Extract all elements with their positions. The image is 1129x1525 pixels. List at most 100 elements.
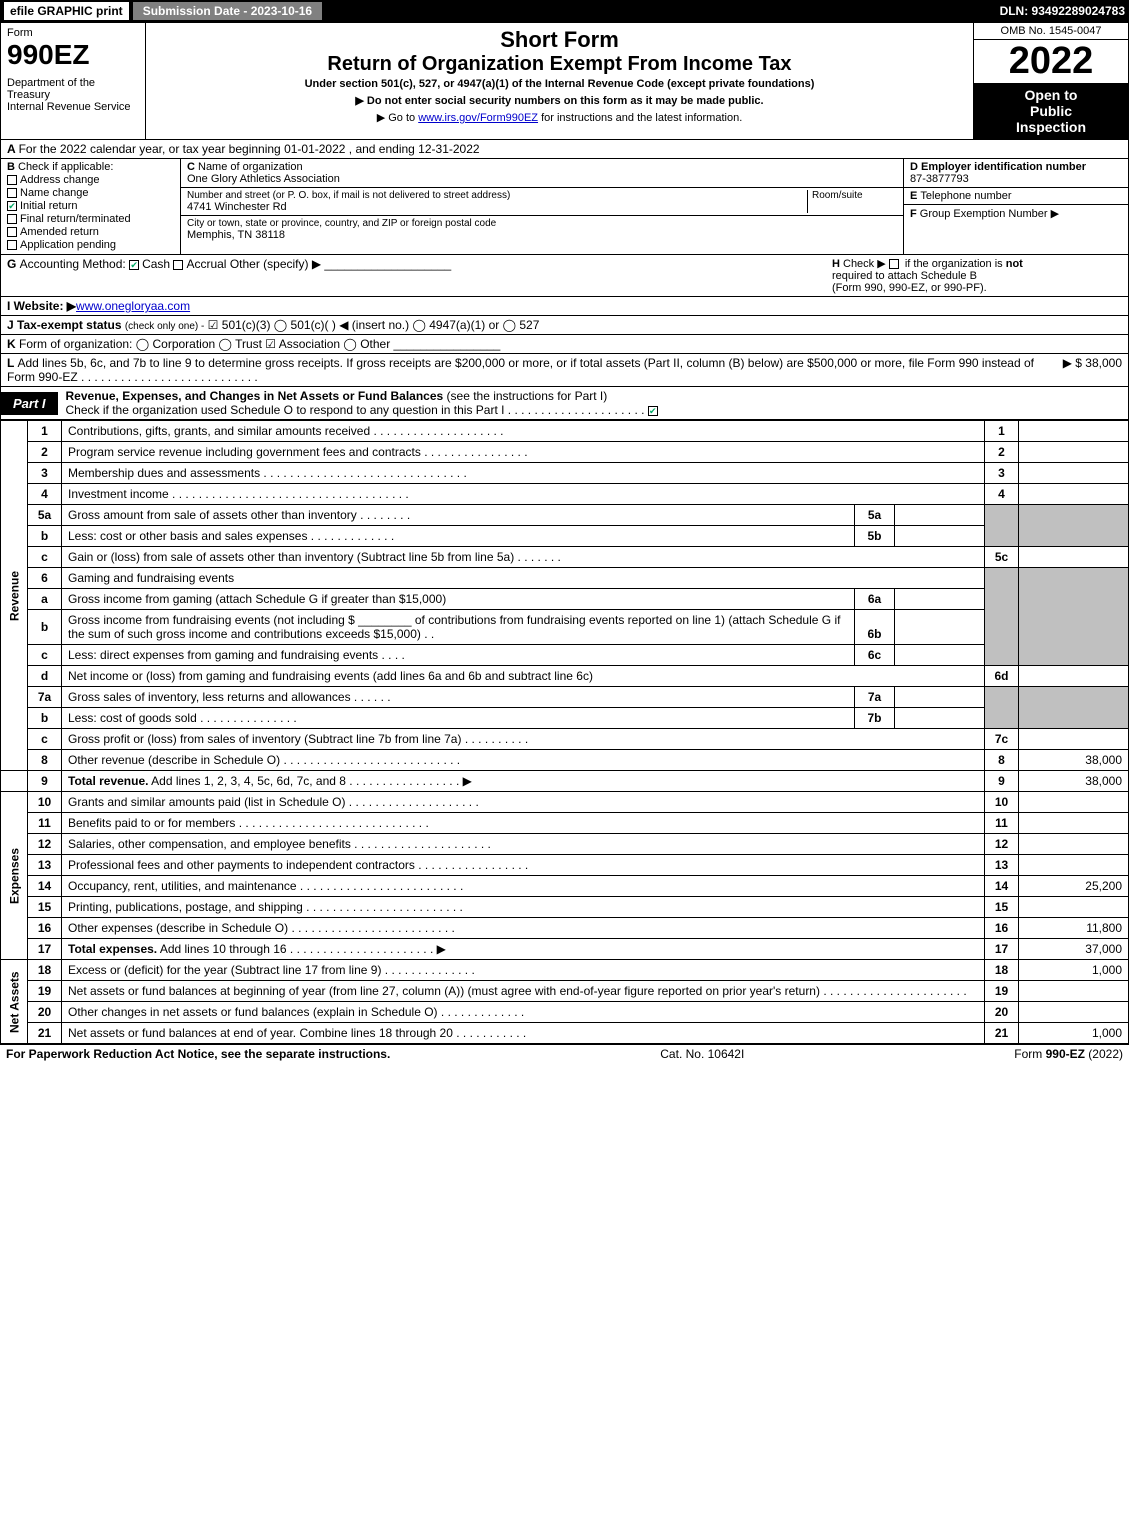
street-address: 4741 Winchester Rd — [187, 201, 807, 213]
line-8-box: 8 — [985, 750, 1019, 771]
footer-center: Cat. No. 10642I — [660, 1047, 744, 1061]
line-7c-box: 7c — [985, 729, 1019, 750]
line-5a-desc: Gross amount from sale of assets other t… — [68, 508, 357, 522]
line-18-amt: 1,000 — [1019, 960, 1129, 981]
h-check: Check ▶ — [843, 258, 886, 270]
chk-amended-return[interactable]: Amended return — [7, 226, 174, 238]
line-6c-desc: Less: direct expenses from gaming and fu… — [68, 648, 378, 662]
line-20-desc: Other changes in net assets or fund bala… — [68, 1005, 438, 1019]
line-7b-desc: Less: cost of goods sold — [68, 711, 197, 725]
line-3-desc: Membership dues and assessments — [68, 466, 260, 480]
line-12-amt — [1019, 834, 1129, 855]
h-t2: if the organization is — [905, 258, 1006, 270]
arrow-icon: ▶ — [1051, 208, 1059, 220]
row-l: L Add lines 5b, 6c, and 7b to line 9 to … — [0, 354, 1129, 387]
line-5c-desc: Gain or (loss) from sale of assets other… — [68, 550, 514, 564]
part-i-check-line: Check if the organization used Schedule … — [66, 403, 505, 417]
line-6a-desc: Gross income from gaming (attach Schedul… — [62, 589, 855, 610]
line-21-amt: 1,000 — [1019, 1023, 1129, 1044]
line-17-box: 17 — [985, 939, 1019, 960]
line-11-num: 11 — [28, 813, 62, 834]
line-10-desc: Grants and similar amounts paid (list in… — [68, 795, 345, 809]
line-7c-amt — [1019, 729, 1129, 750]
shaded-6 — [985, 568, 1019, 666]
irs-link[interactable]: www.irs.gov/Form990EZ — [418, 112, 538, 124]
line-21-desc: Net assets or fund balances at end of ye… — [68, 1026, 453, 1040]
line-11-box: 11 — [985, 813, 1019, 834]
line-6c-subamt — [895, 645, 985, 666]
line-7c-desc: Gross profit or (loss) from sales of inv… — [68, 732, 461, 746]
line-12-desc: Salaries, other compensation, and employ… — [68, 837, 351, 851]
efile-label: efile GRAPHIC print — [4, 2, 129, 20]
website-link[interactable]: www.onegloryaa.com — [76, 299, 190, 313]
line-1-box: 1 — [985, 421, 1019, 442]
line-6a-num: a — [28, 589, 62, 610]
footer: For Paperwork Reduction Act Notice, see … — [0, 1044, 1129, 1063]
chk-accrual[interactable]: Accrual — [173, 257, 226, 271]
chk-address-change[interactable]: Address change — [7, 174, 174, 186]
chk-cash[interactable]: Cash — [129, 257, 170, 271]
row-k: K Form of organization: ◯ Corporation ◯ … — [0, 335, 1129, 354]
line-13-num: 13 — [28, 855, 62, 876]
b-label: Check if applicable: — [18, 161, 113, 173]
line-15-amt — [1019, 897, 1129, 918]
line-20-box: 20 — [985, 1002, 1019, 1023]
line-6-desc: Gaming and fundraising events — [62, 568, 985, 589]
row-j: J Tax-exempt status (check only one) - ☑… — [0, 316, 1129, 335]
line-14-amt: 25,200 — [1019, 876, 1129, 897]
line-7b-sub: 7b — [855, 708, 895, 729]
line-7a-desc: Gross sales of inventory, less returns a… — [68, 690, 351, 704]
line-13-amt — [1019, 855, 1129, 876]
line-9-amt: 38,000 — [1019, 771, 1129, 792]
line-4-box: 4 — [985, 484, 1019, 505]
open-public-box: Open to Public Inspection — [974, 83, 1128, 139]
l-amount: ▶ $ 38,000 — [1063, 356, 1122, 370]
shaded-5 — [985, 505, 1019, 547]
line-16-num: 16 — [28, 918, 62, 939]
line-13-box: 13 — [985, 855, 1019, 876]
col-d: D Employer identification number 87-3877… — [903, 159, 1128, 254]
chk-h[interactable] — [889, 259, 899, 269]
g-other: Other (specify) ▶ ___________________ — [230, 257, 451, 271]
dln: DLN: 93492289024783 — [1000, 4, 1125, 18]
instr-post: for instructions and the latest informat… — [538, 112, 742, 124]
city-state-zip: Memphis, TN 38118 — [187, 229, 897, 241]
shaded-7 — [985, 687, 1019, 729]
instr-ssn: ▶ Do not enter social security numbers o… — [154, 94, 965, 107]
ein-value: 87-3877793 — [910, 173, 1122, 185]
h-not: not — [1006, 258, 1023, 270]
line-5b-desc: Less: cost or other basis and sales expe… — [68, 529, 307, 543]
chk-initial-return[interactable]: Initial return — [7, 200, 174, 212]
line-8-amt: 38,000 — [1019, 750, 1129, 771]
line-2-amt — [1019, 442, 1129, 463]
omb-number: OMB No. 1545-0047 — [974, 23, 1128, 40]
dept-line2: Internal Revenue Service — [7, 101, 139, 113]
line-15-box: 15 — [985, 897, 1019, 918]
line-7a-sub: 7a — [855, 687, 895, 708]
line-5b-num: b — [28, 526, 62, 547]
openbox-l3: Inspection — [976, 119, 1126, 135]
line-4-amt — [1019, 484, 1129, 505]
line-5b-sub: 5b — [855, 526, 895, 547]
tax-year: 2022 — [974, 40, 1128, 83]
line-14-desc: Occupancy, rent, utilities, and maintena… — [68, 879, 297, 893]
chk-final-return[interactable]: Final return/terminated — [7, 213, 174, 225]
line-7c-num: c — [28, 729, 62, 750]
line-9-box: 9 — [985, 771, 1019, 792]
chk-name-change[interactable]: Name change — [7, 187, 174, 199]
line-20-amt — [1019, 1002, 1129, 1023]
line-6d-amt — [1019, 666, 1129, 687]
main-title: Return of Organization Exempt From Incom… — [154, 53, 965, 76]
line-16-box: 16 — [985, 918, 1019, 939]
submission-date: Submission Date - 2023-10-16 — [133, 2, 322, 20]
website-label: Website: ▶ — [14, 299, 76, 313]
chk-schedule-o[interactable] — [648, 406, 658, 416]
chk-application-pending[interactable]: Application pending — [7, 239, 174, 251]
line-6b-subamt — [895, 610, 985, 645]
line-1-num: 1 — [28, 421, 62, 442]
line-17-num: 17 — [28, 939, 62, 960]
line-3-amt — [1019, 463, 1129, 484]
h-t3: required to attach Schedule B — [832, 270, 977, 282]
line-19-num: 19 — [28, 981, 62, 1002]
line-6a-subamt — [895, 589, 985, 610]
